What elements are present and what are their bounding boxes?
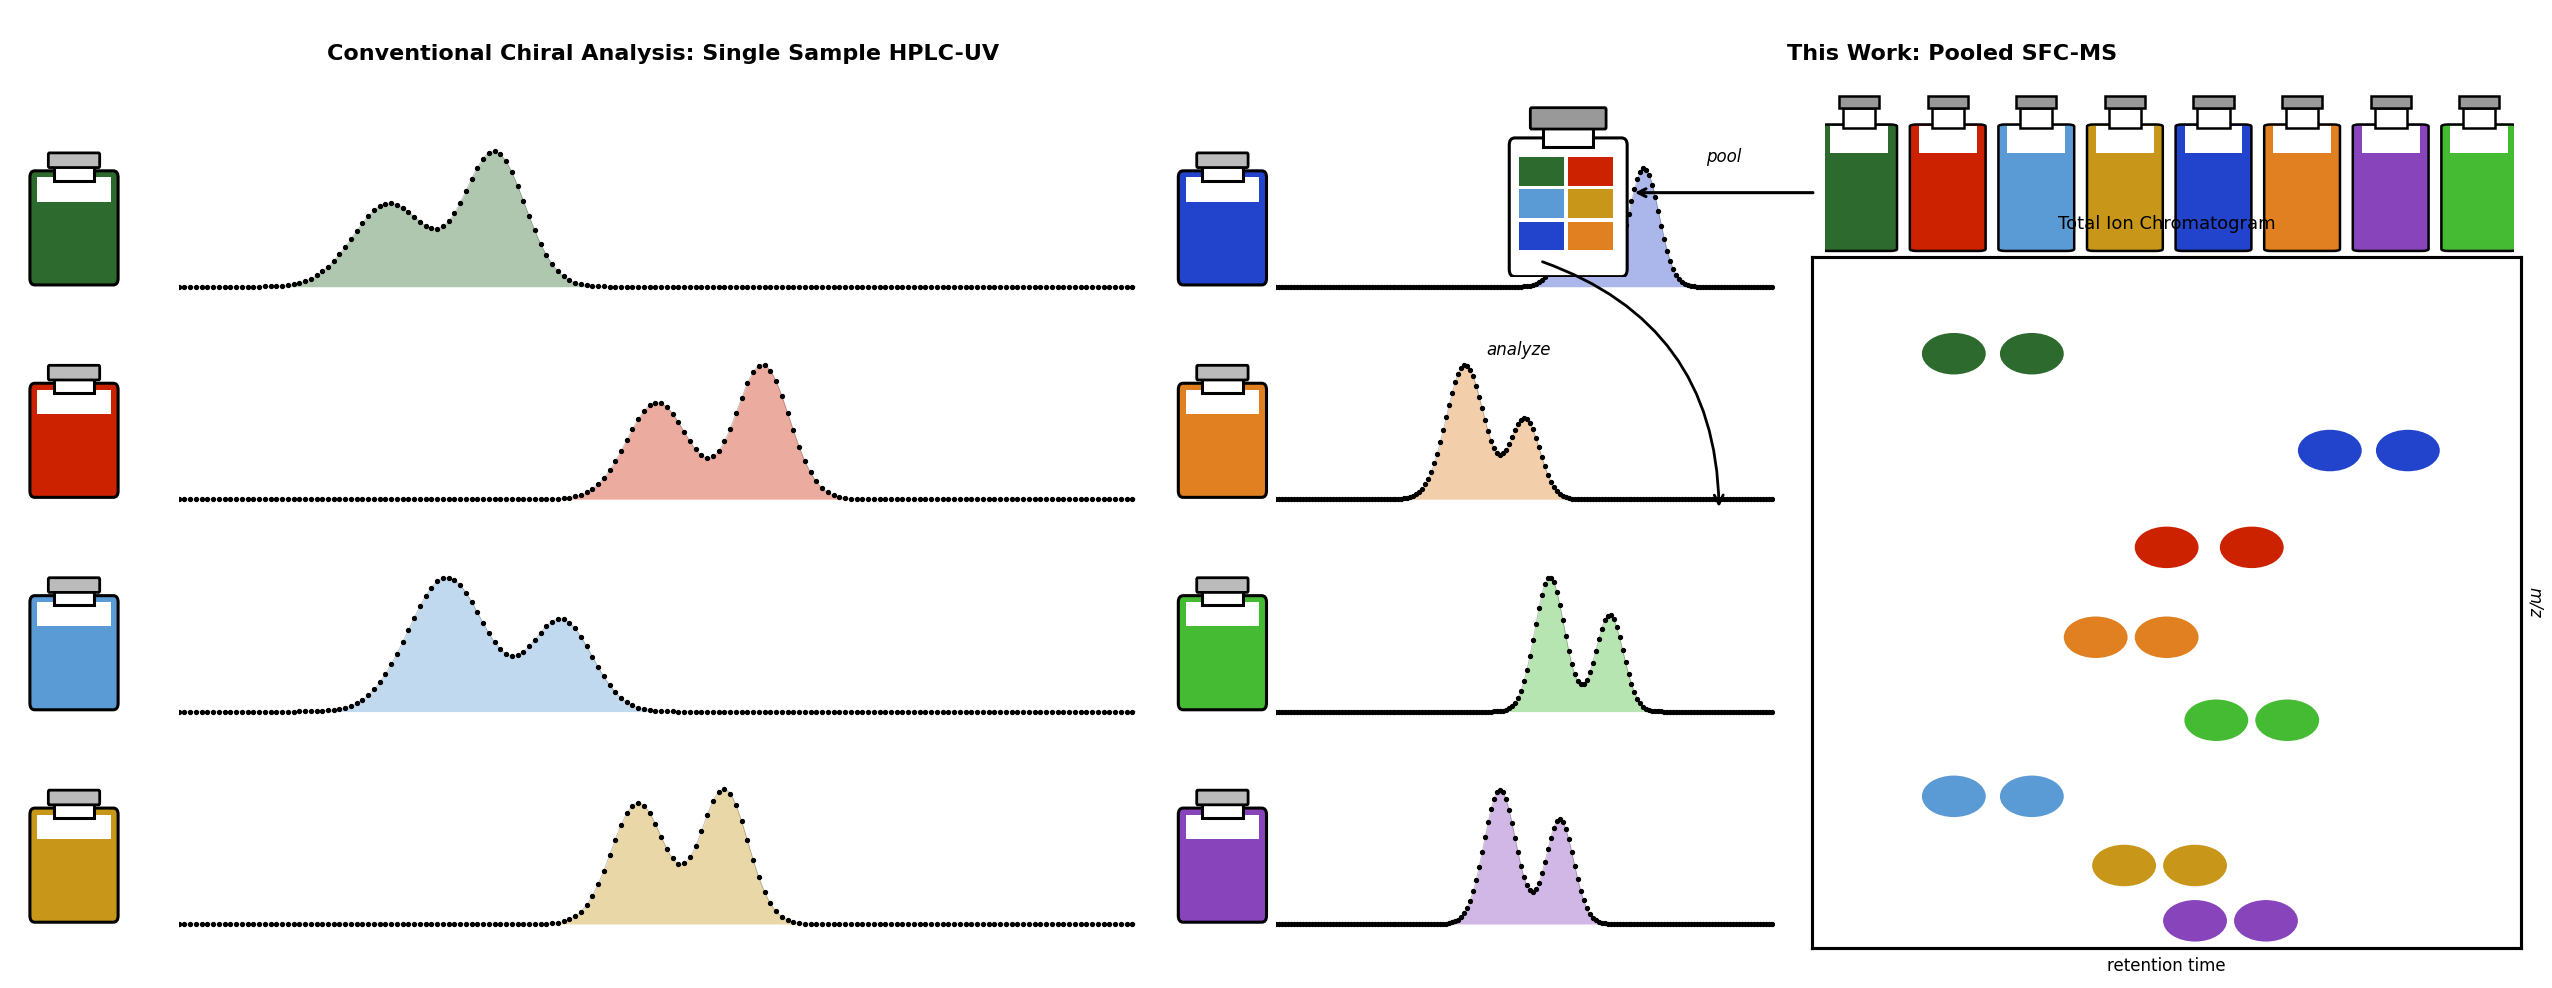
- Bar: [2008, 126, 2065, 153]
- FancyBboxPatch shape: [48, 578, 100, 593]
- FancyBboxPatch shape: [1531, 108, 1605, 129]
- Bar: [1518, 157, 1564, 186]
- FancyBboxPatch shape: [31, 383, 117, 497]
- FancyBboxPatch shape: [48, 153, 100, 168]
- Ellipse shape: [2256, 700, 2320, 741]
- Text: pool: pool: [1707, 148, 1740, 166]
- Ellipse shape: [2185, 700, 2248, 741]
- Bar: [38, 178, 110, 202]
- Ellipse shape: [2133, 527, 2200, 568]
- Bar: [1518, 190, 1564, 218]
- FancyBboxPatch shape: [1197, 153, 1248, 168]
- Ellipse shape: [1922, 333, 1985, 374]
- Ellipse shape: [2164, 900, 2228, 942]
- FancyBboxPatch shape: [2442, 124, 2516, 251]
- Bar: [2108, 108, 2141, 128]
- Bar: [54, 164, 94, 181]
- Bar: [1202, 376, 1243, 393]
- FancyBboxPatch shape: [1909, 124, 1985, 251]
- Ellipse shape: [2093, 845, 2156, 886]
- Bar: [1927, 96, 1968, 108]
- Bar: [1567, 190, 1613, 218]
- Bar: [38, 602, 110, 626]
- Bar: [2460, 96, 2498, 108]
- FancyBboxPatch shape: [48, 366, 100, 380]
- Bar: [1187, 389, 1258, 414]
- Bar: [1567, 157, 1613, 186]
- Bar: [2281, 96, 2322, 108]
- FancyBboxPatch shape: [1179, 808, 1266, 922]
- FancyBboxPatch shape: [1508, 138, 1628, 277]
- Text: Conventional Chiral Analysis: Single Sample HPLC-UV: Conventional Chiral Analysis: Single Sam…: [327, 44, 1000, 64]
- Bar: [1518, 221, 1564, 250]
- FancyBboxPatch shape: [1197, 366, 1248, 380]
- FancyBboxPatch shape: [31, 808, 117, 922]
- Bar: [38, 389, 110, 414]
- Bar: [2185, 126, 2243, 153]
- FancyBboxPatch shape: [1197, 790, 1248, 805]
- Bar: [2450, 126, 2509, 153]
- Bar: [2197, 108, 2230, 128]
- Bar: [38, 814, 110, 839]
- Bar: [2021, 108, 2052, 128]
- Bar: [1840, 96, 1878, 108]
- FancyBboxPatch shape: [2177, 124, 2251, 251]
- Bar: [1202, 801, 1243, 818]
- FancyBboxPatch shape: [1179, 596, 1266, 709]
- FancyBboxPatch shape: [48, 790, 100, 805]
- FancyBboxPatch shape: [1197, 578, 1248, 593]
- Bar: [2361, 126, 2419, 153]
- Ellipse shape: [2297, 430, 2361, 471]
- Bar: [54, 801, 94, 818]
- Y-axis label: m/z: m/z: [2526, 588, 2544, 618]
- Bar: [1932, 108, 1965, 128]
- Text: analyze: analyze: [1488, 341, 1552, 359]
- Bar: [1919, 126, 1978, 153]
- FancyBboxPatch shape: [1179, 171, 1266, 285]
- FancyBboxPatch shape: [2353, 124, 2430, 251]
- X-axis label: retention time: retention time: [2108, 956, 2225, 975]
- Bar: [1202, 589, 1243, 606]
- FancyBboxPatch shape: [2088, 124, 2162, 251]
- FancyBboxPatch shape: [31, 596, 117, 709]
- Bar: [54, 589, 94, 606]
- Text: This Work: Pooled SFC-MS: This Work: Pooled SFC-MS: [1786, 44, 2118, 64]
- Ellipse shape: [2164, 845, 2228, 886]
- Bar: [2192, 96, 2233, 108]
- Ellipse shape: [2065, 617, 2128, 658]
- Bar: [2371, 96, 2412, 108]
- Bar: [1187, 178, 1258, 202]
- Bar: [1544, 125, 1592, 147]
- FancyBboxPatch shape: [2264, 124, 2340, 251]
- Bar: [1187, 814, 1258, 839]
- Text: Total Ion Chromatogram: Total Ion Chromatogram: [2057, 214, 2276, 233]
- FancyArrowPatch shape: [1541, 262, 1723, 504]
- Bar: [1187, 602, 1258, 626]
- Ellipse shape: [2376, 430, 2440, 471]
- Ellipse shape: [2001, 333, 2065, 374]
- Ellipse shape: [2220, 527, 2284, 568]
- Ellipse shape: [2133, 617, 2200, 658]
- Bar: [2373, 108, 2407, 128]
- Ellipse shape: [2001, 776, 2065, 817]
- Bar: [2463, 108, 2496, 128]
- Bar: [54, 376, 94, 393]
- Ellipse shape: [1922, 776, 1985, 817]
- Bar: [2095, 126, 2154, 153]
- Bar: [2105, 96, 2146, 108]
- Bar: [1843, 108, 1876, 128]
- Bar: [2016, 96, 2057, 108]
- Bar: [1567, 221, 1613, 250]
- FancyBboxPatch shape: [1822, 124, 1896, 251]
- Bar: [2287, 108, 2317, 128]
- Bar: [1830, 126, 1888, 153]
- Bar: [2274, 126, 2330, 153]
- FancyBboxPatch shape: [1998, 124, 2075, 251]
- FancyBboxPatch shape: [31, 171, 117, 285]
- Ellipse shape: [2233, 900, 2297, 942]
- FancyBboxPatch shape: [1179, 383, 1266, 497]
- Bar: [1202, 164, 1243, 181]
